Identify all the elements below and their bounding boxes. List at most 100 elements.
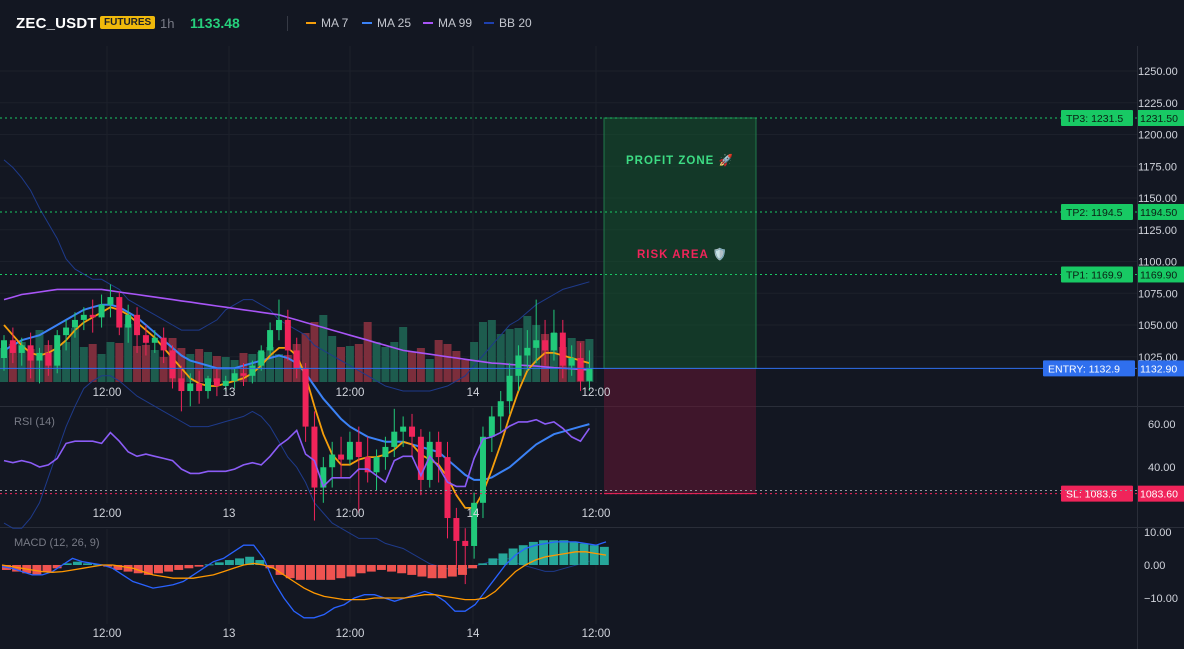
level-price-bg-entry bbox=[1138, 360, 1184, 377]
timeframe-label[interactable]: 1h bbox=[160, 16, 175, 31]
candle-body bbox=[80, 314, 87, 320]
level-tag-tp3 bbox=[1061, 109, 1133, 126]
profit-zone bbox=[603, 117, 757, 369]
macd-histogram-bar bbox=[184, 565, 194, 569]
candle-body bbox=[479, 436, 486, 503]
macd-histogram-bar bbox=[133, 565, 143, 574]
candle-body bbox=[329, 454, 336, 468]
price-tick-label: 1075.00 bbox=[1138, 288, 1178, 300]
macd-histogram-bar bbox=[518, 545, 528, 565]
macd-histogram-bar bbox=[478, 563, 488, 565]
legend-ma99[interactable]: MA 99 bbox=[423, 16, 472, 30]
macd-histogram-bar bbox=[174, 565, 184, 570]
candle-body bbox=[45, 352, 52, 366]
candle-body bbox=[205, 378, 212, 392]
candle-body bbox=[160, 337, 167, 351]
candle-body bbox=[54, 335, 61, 366]
candle-body bbox=[453, 518, 460, 541]
candle-body bbox=[240, 373, 247, 376]
time-axis-label: 12:00 bbox=[336, 628, 365, 640]
risk-area bbox=[604, 368, 756, 494]
volume-bar bbox=[399, 327, 408, 382]
macd-histogram-bar bbox=[42, 565, 52, 572]
candle-body bbox=[169, 350, 176, 379]
macd-histogram-bar bbox=[72, 561, 82, 565]
candle-body bbox=[275, 319, 282, 331]
volume-bar bbox=[106, 342, 115, 382]
macd-histogram-bar bbox=[113, 565, 123, 570]
volume-bar bbox=[372, 342, 381, 382]
candle-body bbox=[98, 304, 105, 318]
level-tag-text-tp3: TP3: 1231.5 bbox=[1066, 113, 1123, 125]
ma99-line bbox=[3, 288, 590, 371]
volume-bar bbox=[363, 322, 372, 382]
macd-label: MACD (12, 26, 9) bbox=[14, 537, 100, 549]
volume-bar bbox=[345, 346, 354, 382]
candle-body bbox=[400, 426, 407, 432]
time-axis-label: 12:00 bbox=[582, 508, 611, 520]
macd-histogram-bar bbox=[336, 565, 346, 579]
level-tag-text-entry: ENTRY: 1132.9 bbox=[1048, 363, 1120, 375]
time-axis-label: 12:00 bbox=[93, 508, 122, 520]
macd-histogram-bar bbox=[397, 565, 407, 574]
volume-bar bbox=[124, 324, 133, 382]
volume-bar bbox=[150, 350, 159, 382]
legend-bb20[interactable]: BB 20 bbox=[484, 16, 532, 30]
volume-bar bbox=[354, 344, 363, 382]
candle-body bbox=[284, 319, 291, 351]
candle-body bbox=[426, 441, 433, 480]
candle-body bbox=[364, 457, 371, 473]
legend-ma25-label: MA 25 bbox=[377, 16, 412, 30]
level-tag-tp2 bbox=[1061, 203, 1133, 220]
volume-bar bbox=[461, 360, 470, 382]
volume-bar bbox=[381, 347, 390, 382]
symbol-name[interactable]: ZEC_USDT bbox=[16, 15, 97, 32]
candle-body bbox=[196, 383, 203, 392]
volume-bar bbox=[221, 357, 230, 382]
candle-body bbox=[63, 327, 70, 336]
volume-bar bbox=[159, 357, 168, 382]
time-axis-label: 14 bbox=[467, 628, 480, 640]
macd-histogram-bar bbox=[539, 540, 548, 565]
candle-body bbox=[18, 345, 25, 353]
volume-bar bbox=[434, 340, 443, 382]
macd-histogram-bar bbox=[498, 553, 508, 565]
level-price-bg-sl bbox=[1138, 485, 1184, 502]
volume-bar bbox=[266, 347, 275, 382]
time-axis-label: 12:00 bbox=[582, 387, 611, 399]
level-price-bg-tp2 bbox=[1138, 203, 1184, 220]
volume-bar bbox=[487, 320, 496, 382]
price-tick-label: 1125.00 bbox=[1138, 225, 1177, 237]
macd-histogram-bar bbox=[447, 565, 457, 577]
price-tick-label: 1200.00 bbox=[1138, 130, 1178, 142]
macd-histogram-bar bbox=[316, 565, 326, 580]
macd-histogram-bar bbox=[458, 565, 467, 575]
legend-ma7[interactable]: MA 7 bbox=[306, 16, 348, 30]
bb-upper-line bbox=[3, 159, 590, 392]
macd-histogram-bar bbox=[559, 540, 569, 565]
candle-body bbox=[125, 314, 132, 328]
price-tick-label: 1150.00 bbox=[1138, 193, 1177, 205]
candle-body bbox=[559, 332, 566, 366]
volume-bar bbox=[425, 359, 434, 382]
macd-histogram-bar bbox=[164, 565, 174, 572]
macd-histogram-bar bbox=[235, 558, 244, 565]
macd-histogram-bar bbox=[579, 543, 589, 565]
macd-histogram-bar bbox=[387, 565, 396, 572]
macd-histogram-bar bbox=[427, 565, 437, 579]
level-tag-text-tp2: TP2: 1194.5 bbox=[1066, 207, 1123, 219]
macd-histogram-bar bbox=[255, 560, 265, 565]
level-tag-sl bbox=[1061, 485, 1133, 502]
volume-bar bbox=[133, 346, 142, 382]
candle-body bbox=[417, 436, 424, 480]
macd-histogram-bar bbox=[154, 565, 163, 574]
legend-bb20-label: BB 20 bbox=[499, 16, 532, 30]
macd-histogram-bar bbox=[366, 565, 376, 572]
macd-histogram-bar bbox=[376, 565, 386, 570]
volume-bar bbox=[88, 344, 97, 382]
legend-ma25[interactable]: MA 25 bbox=[362, 16, 411, 30]
volume-bar bbox=[301, 333, 310, 382]
macd-histogram-bar bbox=[599, 546, 609, 565]
candle-body bbox=[409, 426, 416, 437]
